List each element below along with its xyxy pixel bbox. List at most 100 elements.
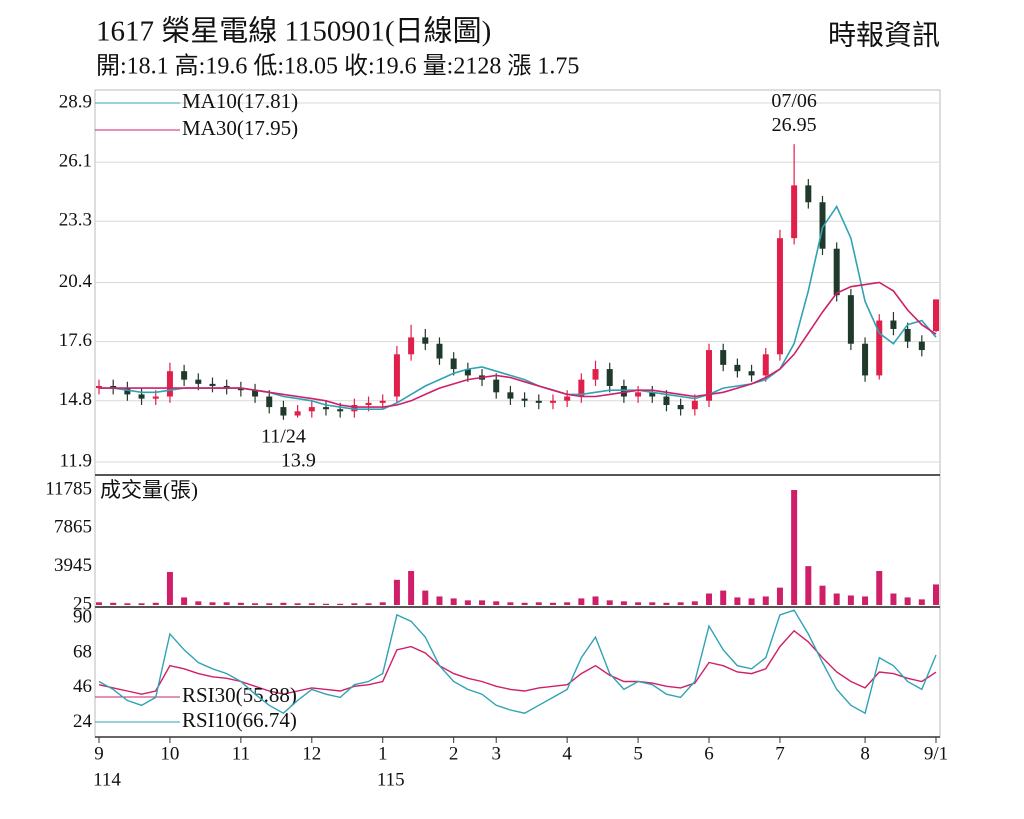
candle-body <box>237 388 244 391</box>
candle-body <box>592 369 599 380</box>
volume-bar <box>351 603 358 605</box>
volume-bar <box>379 602 386 605</box>
series-line <box>98 609 937 715</box>
volume-bar <box>493 601 500 605</box>
candle-body <box>322 407 329 410</box>
candle-body <box>166 371 173 397</box>
candle-body <box>620 385 627 397</box>
candle-body <box>223 385 230 389</box>
candle-body <box>876 320 883 376</box>
volume-bar <box>620 601 627 605</box>
volume-bar <box>152 602 159 605</box>
volume-bar <box>833 593 840 605</box>
legend-label: MA10(17.81) <box>182 89 298 113</box>
candle-body <box>436 343 443 359</box>
candle-body <box>748 371 755 376</box>
volume-bar <box>734 597 741 605</box>
volume-bar <box>691 601 698 605</box>
candle-body <box>663 396 670 405</box>
volume-bar <box>663 602 670 605</box>
candle-body <box>549 400 556 403</box>
x-tick-label: 2 <box>449 743 459 764</box>
y-tick-label: 20.4 <box>59 271 93 292</box>
candle-body <box>635 392 642 397</box>
volume-bar <box>649 602 656 605</box>
x-year-label: 115 <box>377 769 405 790</box>
series-line <box>99 204 937 411</box>
volume-bar <box>422 590 429 605</box>
candle-body <box>450 358 457 370</box>
candle-body <box>535 400 542 403</box>
x-tick-label: 11 <box>232 743 250 764</box>
volume-bar <box>791 490 798 605</box>
volume-bar <box>890 593 897 605</box>
x-tick-label: 6 <box>704 743 714 764</box>
candle-body <box>847 295 854 344</box>
annotation-date: 11/24 <box>261 425 306 447</box>
volume-bar <box>464 600 471 605</box>
volume-bar <box>635 602 642 605</box>
candle-body <box>791 185 798 239</box>
volume-bar <box>110 602 117 605</box>
candle-body <box>706 350 713 401</box>
candle-body <box>805 185 812 203</box>
y-tick-label: 28.9 <box>59 91 92 112</box>
candle-body <box>677 404 684 410</box>
volume-bar <box>124 603 131 605</box>
candle-body <box>862 343 869 376</box>
y-tick-label: 24 <box>73 711 93 732</box>
volume-bar <box>720 590 727 605</box>
x-tick-label: 9 <box>94 743 104 764</box>
source: 時報資訊 <box>828 19 940 51</box>
volume-bar <box>280 602 287 605</box>
y-tick-label: 26.1 <box>59 150 92 171</box>
summary: 開:18.1 高:19.6 低:18.05 收:19.6 量:2128 漲 1.… <box>96 53 579 80</box>
candle-body <box>734 364 741 372</box>
volume-bar <box>578 598 585 605</box>
candle-body <box>379 400 386 403</box>
volume-bar <box>479 600 486 605</box>
candle-body <box>152 396 159 399</box>
volume-bar <box>748 598 755 605</box>
volume-bar <box>308 603 315 605</box>
candle-body <box>933 299 939 332</box>
candle-body <box>195 379 202 384</box>
volume-bar <box>507 602 514 605</box>
volume-bar <box>393 579 400 605</box>
y-tick-label: 68 <box>73 641 92 662</box>
volume-bar <box>436 596 443 605</box>
legend-label: RSI10(66.74) <box>182 708 297 732</box>
x-year-label: 114 <box>93 769 121 790</box>
volume-bar <box>564 602 571 605</box>
legend-label: RSI30(55.88) <box>182 683 297 707</box>
y-tick-label: 14.8 <box>59 389 92 410</box>
candle-body <box>606 369 613 386</box>
candle-body <box>521 398 528 401</box>
candle-body <box>110 385 117 389</box>
y-tick-label: 23.3 <box>59 210 92 231</box>
y-tick-label: 3945 <box>54 555 92 576</box>
candle-body <box>564 396 571 401</box>
volume-bar <box>535 602 542 605</box>
y-tick-label: 90 <box>73 606 92 627</box>
candle-body <box>578 379 585 397</box>
candle-body <box>493 379 500 393</box>
y-tick-label: 17.6 <box>59 330 92 351</box>
y-tick-label: 11.9 <box>59 450 92 471</box>
candle-body <box>351 404 358 412</box>
y-tick-label: 25 <box>73 593 92 614</box>
candle-body <box>266 396 273 408</box>
candle-body <box>762 354 769 376</box>
candle-body <box>464 369 471 376</box>
candle-body <box>96 385 102 389</box>
candle-body <box>365 402 372 405</box>
x-tick-label: 7 <box>775 743 785 764</box>
candle-body <box>252 390 259 397</box>
volume-bar <box>805 566 812 605</box>
candle-body <box>280 407 287 416</box>
volume-bar <box>862 596 869 605</box>
volume-bar <box>138 603 145 605</box>
candle-body <box>308 407 315 412</box>
x-tick-label: 1 <box>378 743 388 764</box>
